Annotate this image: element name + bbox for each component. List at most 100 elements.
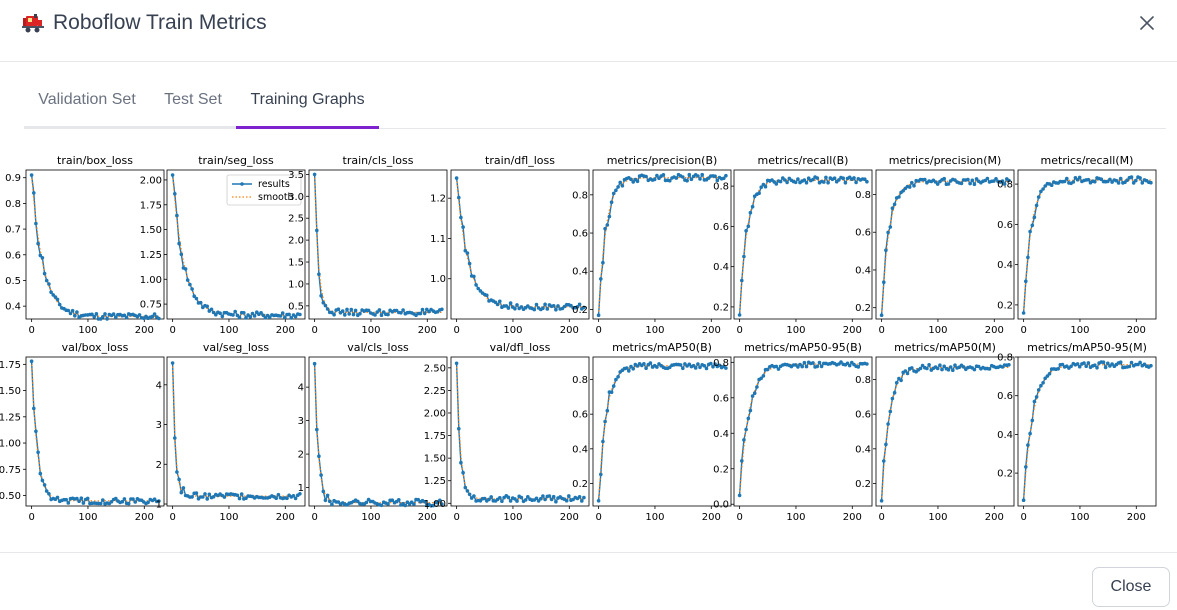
data-point [910,366,914,370]
data-point [1125,178,1129,182]
close-button[interactable]: Close [1092,567,1170,607]
tab-validation-set[interactable]: Validation Set [24,78,150,129]
data-point [607,214,612,219]
data-point [440,307,444,312]
data-point [543,497,547,502]
data-point [1021,498,1026,503]
data-point [802,360,807,365]
data-point [1041,187,1045,191]
tab-training-graphs[interactable]: Training Graphs [236,78,379,129]
data-point [515,499,519,503]
tab-test-set[interactable]: Test Set [150,78,236,129]
data-point [325,493,330,498]
y-tick-label: 3 [156,420,162,431]
data-point [327,499,332,504]
close-icon[interactable] [1136,12,1158,34]
data-point [582,305,586,310]
data-point [532,307,537,312]
data-point [463,248,468,253]
y-tick-label: 0.8 [997,353,1013,364]
data-point [1039,383,1043,388]
data-point [1149,180,1153,185]
data-point [811,361,815,365]
data-point [401,308,405,312]
data-point [596,313,601,317]
plot-frame [733,169,873,320]
data-point [1036,195,1041,199]
data-point [972,182,977,187]
data-point [312,172,317,177]
data-point [534,302,539,307]
data-point [209,307,214,312]
plot-frame [1017,169,1157,320]
data-point [345,307,349,312]
data-point [79,496,84,501]
data-point [1114,178,1119,183]
data-point [765,367,770,372]
x-tick-label: 200 [418,325,437,336]
data-point [201,495,205,499]
data-point [1026,443,1030,447]
y-tick-label: 0.5 [5,276,21,287]
x-tick-label: 100 [219,512,238,523]
chart-1: train/box_loss 0.4 0.5 0.6 0.7 0.8 0.9 0 100 200 [5,154,165,336]
data-point [1077,364,1082,369]
data-point [103,312,107,316]
data-point [545,307,550,311]
data-point [1032,399,1037,404]
data-point [599,472,603,477]
data-point [826,180,830,185]
data-point [157,499,161,503]
data-point [487,497,491,502]
data-point [474,283,478,287]
data-point [55,297,60,302]
data-point [92,314,96,319]
data-point [793,180,798,185]
data-point [543,302,547,307]
data-point [987,367,992,371]
modal-title: Roboflow Train Metrics [53,11,267,34]
plot-frame [733,356,873,507]
y-tick-label: 0.6 [997,220,1013,231]
data-point [1086,361,1091,365]
data-point [179,252,184,257]
data-point [644,174,648,179]
chart-7: metrics/precision(M) 0.2 0.4 0.6 0.8 0 100 200 [855,154,1015,336]
data-point [1116,181,1121,185]
data-point [175,213,179,218]
chart-title: train/dfl_loss [485,154,555,167]
data-point [994,177,998,181]
data-point [150,314,155,319]
x-tick-label: 200 [702,512,721,523]
x-tick-label: 100 [361,325,380,336]
data-point [890,206,895,210]
x-tick-label: 0 [878,325,884,336]
data-point [397,498,401,502]
x-tick-label: 100 [928,325,947,336]
data-point [806,176,811,180]
data-point [746,224,751,229]
data-point [498,299,502,304]
data-point [702,364,707,368]
data-point [1101,360,1106,364]
y-tick-label: 0.6 [572,410,588,421]
data-point [894,380,899,385]
data-point [495,302,500,307]
data-point [927,363,931,367]
data-point [231,313,235,317]
data-point [459,215,463,220]
data-point [580,499,584,503]
data-point [482,496,487,501]
chart-title: train/seg_loss [198,154,274,167]
data-point [539,496,543,501]
chart-5: metrics/precision(B) 0.2 0.4 0.6 0.8 0 100 200 [572,154,732,336]
data-point [763,184,768,189]
data-point [312,361,317,366]
data-point [689,177,694,182]
data-point [457,426,461,431]
data-point [29,359,34,363]
y-tick-label: 2 [298,450,304,461]
chart-12: val/dfl_loss 1.00 1.25 1.50 1.75 2.00 2.25 2.50… [424,341,590,523]
y-tick-label: 0.2 [713,464,729,475]
data-point [865,179,869,184]
